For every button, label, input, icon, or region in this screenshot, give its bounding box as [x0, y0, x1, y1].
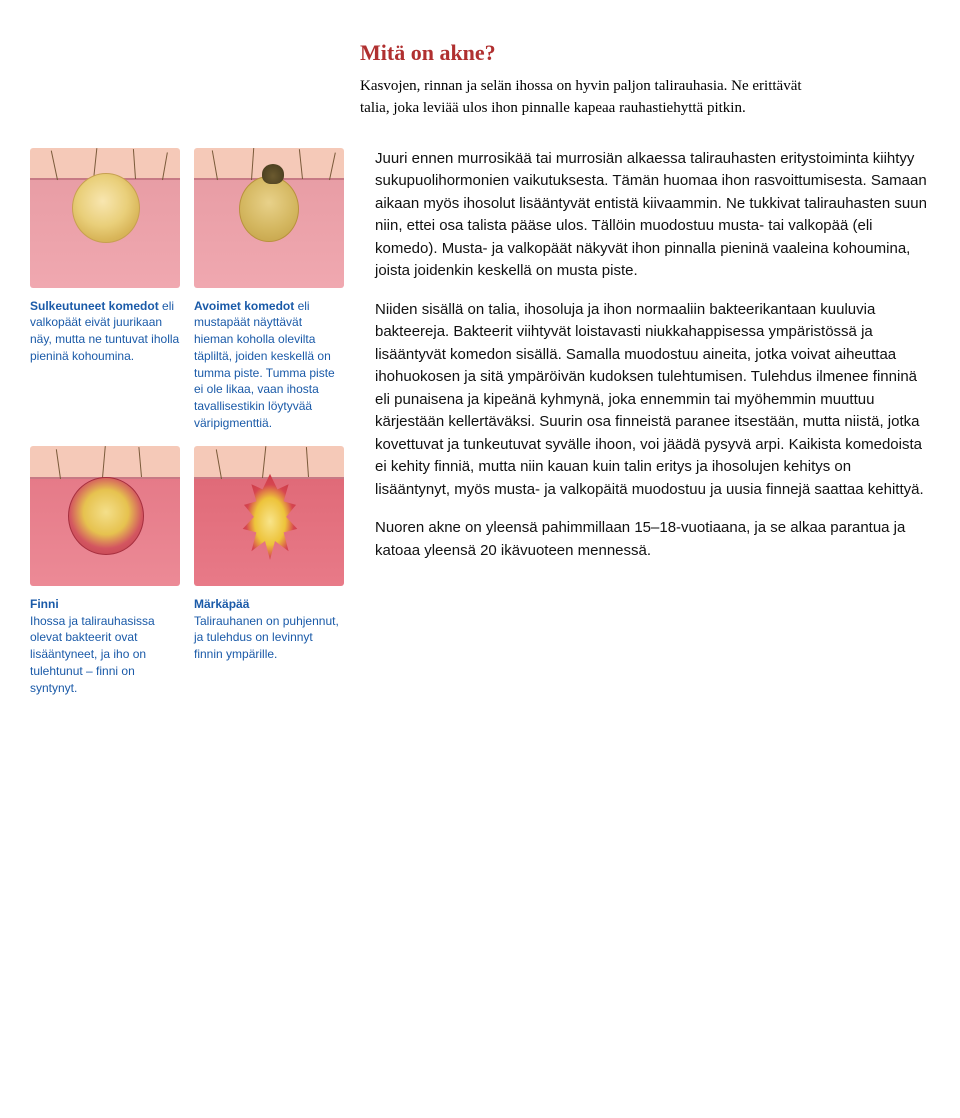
illus-block-closed-comedo: Sulkeutuneet komedot eli valkopäät eivät… — [30, 148, 180, 432]
caption-title: Avoimet komedot — [194, 299, 294, 313]
caption-title: Finni — [30, 596, 180, 613]
caption-closed-comedo: Sulkeutuneet komedot eli valkopäät eivät… — [30, 298, 180, 365]
caption-body: Ihossa ja talirauhasissa olevat bakteeri… — [30, 613, 180, 697]
body-region: Sulkeutuneet komedot eli valkopäät eivät… — [30, 148, 930, 711]
caption-body: Talirauhanen on puhjennut, ja tulehdus o… — [194, 613, 344, 663]
illus-row-1: Sulkeutuneet komedot eli valkopäät eivät… — [30, 148, 350, 432]
illustration-column: Sulkeutuneet komedot eli valkopäät eivät… — [30, 148, 350, 711]
closed-comedo-illustration — [30, 148, 180, 288]
caption-markapaa: Märkäpää Talirauhanen on puhjennut, ja t… — [194, 596, 344, 663]
page-title: Mitä on akne? — [360, 40, 930, 66]
open-comedo-illustration — [194, 148, 344, 288]
caption-finni: Finni Ihossa ja talirauhasissa olevat ba… — [30, 596, 180, 697]
illus-row-2: Finni Ihossa ja talirauhasissa olevat ba… — [30, 446, 350, 697]
caption-body: eli mustapäät näyttävät hieman koholla o… — [194, 299, 335, 431]
body-paragraph: Juuri ennen murrosikää tai murrosiän alk… — [375, 148, 930, 283]
caption-title: Sulkeutuneet komedot — [30, 299, 159, 313]
header-region: Mitä on akne? Kasvojen, rinnan ja selän … — [360, 40, 930, 120]
markapaa-illustration — [194, 446, 344, 586]
illus-block-markapaa: Märkäpää Talirauhanen on puhjennut, ja t… — [194, 446, 344, 697]
body-paragraph: Niiden sisällä on talia, ihosoluja ja ih… — [375, 299, 930, 502]
illus-block-finni: Finni Ihossa ja talirauhasissa olevat ba… — [30, 446, 180, 697]
illus-block-open-comedo: Avoimet komedot eli mustapäät näyttävät … — [194, 148, 344, 432]
page: Mitä on akne? Kasvojen, rinnan ja selän … — [30, 40, 930, 711]
caption-open-comedo: Avoimet komedot eli mustapäät näyttävät … — [194, 298, 344, 432]
finni-illustration — [30, 446, 180, 586]
body-text-column: Juuri ennen murrosikää tai murrosiän alk… — [375, 148, 930, 711]
caption-title: Märkäpää — [194, 596, 344, 613]
body-paragraph: Nuoren akne on yleensä pahimmillaan 15–1… — [375, 517, 930, 562]
intro-text: Kasvojen, rinnan ja selän ihossa on hyvi… — [360, 76, 810, 120]
